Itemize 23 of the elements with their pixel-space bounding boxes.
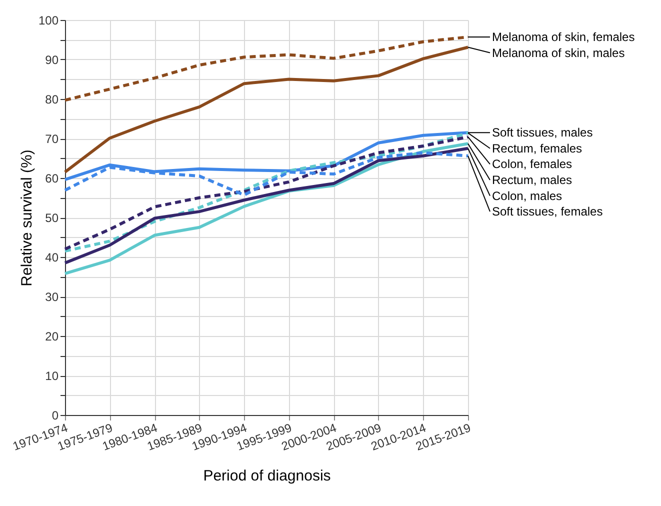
y-tick-label: 30 bbox=[45, 290, 59, 304]
y-tick-label: 40 bbox=[45, 250, 59, 264]
y-tick-label: 50 bbox=[45, 211, 59, 225]
text: Colon, males bbox=[492, 188, 562, 203]
y-tick-label: 20 bbox=[45, 330, 59, 344]
text: Colon, females bbox=[492, 157, 572, 172]
series-label: Soft tissues, males bbox=[492, 126, 593, 140]
y-tick-label: 10 bbox=[45, 369, 59, 383]
text: Rectum, females bbox=[492, 141, 582, 156]
line-series bbox=[64, 35, 470, 102]
y-tick-label: 60 bbox=[45, 172, 59, 186]
y-tick-label: 0 bbox=[52, 408, 59, 422]
text: Soft tissues, females bbox=[492, 204, 603, 219]
y-tick-label: 80 bbox=[45, 92, 59, 106]
y-tick-label: 90 bbox=[45, 53, 59, 67]
y-tick-label: 70 bbox=[45, 132, 59, 146]
x-axis-title: Period of diagnosis bbox=[203, 467, 331, 484]
y-axis-title: Relative survival (%) bbox=[18, 150, 36, 286]
text: Rectum, males bbox=[492, 172, 572, 187]
line-series bbox=[64, 46, 470, 174]
text: Melanoma of skin, males bbox=[492, 46, 625, 60]
y-tick-label: 100 bbox=[38, 14, 59, 28]
series-label: Melanoma of skin, females bbox=[492, 30, 635, 44]
